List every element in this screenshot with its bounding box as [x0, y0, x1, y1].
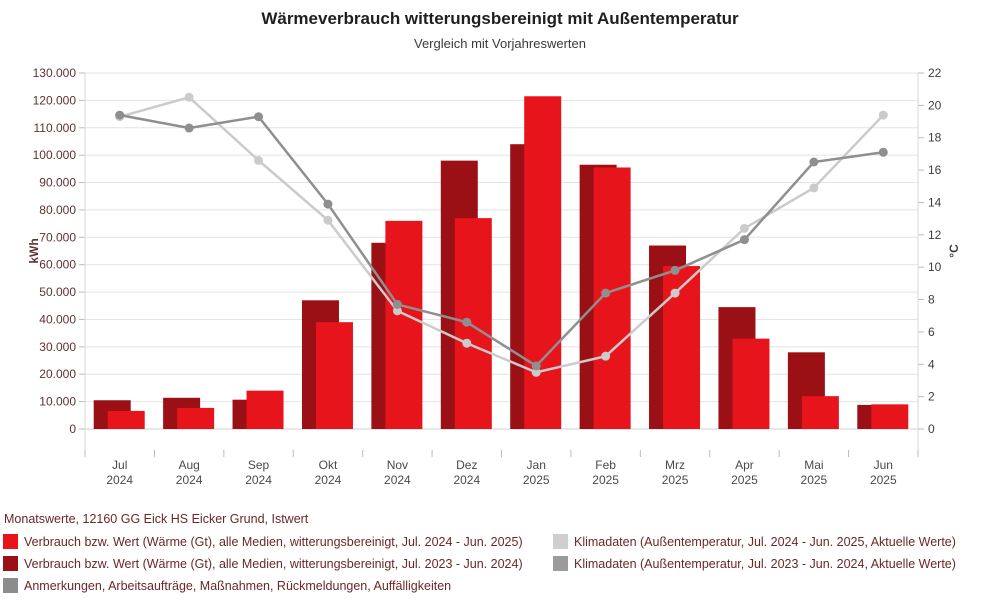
temperature-point: [531, 367, 541, 377]
right-axis-tick-label: 16: [928, 163, 942, 177]
temperature-point: [323, 215, 333, 225]
bar-current: [107, 410, 145, 429]
left-axis-tick-label: 120.000: [33, 93, 77, 107]
left-axis-tick-label: 100.000: [33, 148, 77, 162]
right-axis-tick-label: 20: [928, 98, 942, 112]
x-axis-month-label: Mrz 2025: [662, 458, 689, 487]
x-axis-month-label: Jun 2025: [870, 458, 897, 487]
left-axis-tick-label: 50.000: [39, 285, 76, 299]
left-axis-tick-label: 110.000: [34, 121, 77, 135]
temperature-point: [601, 288, 611, 298]
temperature-point: [184, 123, 194, 133]
right-axis-tick-label: 0: [928, 422, 935, 436]
right-axis-tick-label: 22: [928, 66, 942, 80]
temperature-point: [878, 147, 888, 157]
right-axis-tick-label: 18: [928, 131, 942, 145]
chart-subtitle: Vergleich mit Vorjahreswerten: [414, 36, 586, 51]
left-axis-tick-label: 0: [69, 422, 76, 436]
left-axis-title: kWh: [27, 238, 41, 263]
x-axis-month-label: Mai 2025: [801, 458, 828, 487]
temperature-point: [462, 317, 472, 327]
right-axis-tick-label: 14: [928, 195, 942, 209]
temperature-point: [392, 299, 402, 309]
temperature-point: [670, 265, 680, 275]
bar-current: [454, 218, 492, 429]
right-axis-tick-label: 8: [928, 293, 935, 307]
temperature-point: [323, 199, 333, 209]
bar-current: [663, 266, 701, 429]
temperature-point: [462, 338, 472, 348]
bar-current: [315, 322, 353, 429]
right-axis-tick-label: 4: [928, 357, 935, 371]
x-axis-month-label: Feb 2025: [592, 458, 619, 487]
bar-current: [385, 220, 423, 429]
right-axis-tick-label: 12: [928, 228, 942, 242]
left-axis-tick-label: 40.000: [39, 312, 76, 326]
temperature-point: [739, 223, 749, 233]
right-axis-title: °C: [947, 244, 961, 258]
bar-current: [177, 407, 215, 429]
temperature-point: [254, 112, 264, 122]
bar-current: [246, 390, 284, 429]
x-axis-month-label: Sep 2024: [245, 458, 272, 487]
right-axis-tick-label: 10: [928, 260, 942, 274]
left-axis-tick-label: 70.000: [39, 230, 76, 244]
temperature-point: [809, 157, 819, 167]
temperature-point: [392, 306, 402, 316]
temperature-point: [878, 110, 888, 120]
left-axis-tick-label: 130.000: [33, 66, 77, 80]
x-axis-month-label: Jul 2024: [106, 458, 133, 487]
left-axis-tick-label: 20.000: [39, 367, 76, 381]
left-axis-tick-label: 10.000: [39, 395, 76, 409]
x-axis-month-label: Jan 2025: [523, 458, 550, 487]
temperature-line: [119, 113, 884, 368]
temperature-line: [119, 95, 885, 374]
x-axis-month-label: Dez 2024: [453, 458, 480, 487]
temperature-point: [184, 92, 194, 102]
bar-current: [524, 96, 562, 430]
temperature-point: [254, 155, 264, 165]
right-axis-tick-label: 6: [928, 325, 935, 339]
right-axis-tick-label: 2: [928, 390, 935, 404]
x-axis-month-label: Aug 2024: [176, 458, 203, 487]
bar-current: [801, 396, 839, 429]
temperature-point: [115, 110, 125, 120]
temperature-point: [809, 183, 819, 193]
x-axis-month-label: Okt 2024: [315, 458, 342, 487]
x-axis-month-label: Apr 2025: [731, 458, 758, 487]
temperature-point: [531, 361, 541, 371]
left-axis-tick-label: 90.000: [39, 176, 76, 190]
left-axis-tick-label: 30.000: [39, 340, 76, 354]
bar-current: [871, 404, 909, 429]
temperature-point: [670, 288, 680, 298]
left-axis-tick-label: 60.000: [39, 258, 76, 272]
temperature-point: [739, 235, 749, 245]
bar-current: [732, 338, 770, 429]
x-axis-month-label: Nov 2024: [384, 458, 411, 487]
temperature-point: [601, 351, 611, 361]
left-axis-tick-label: 80.000: [39, 203, 76, 217]
chart-title: Wärmeverbrauch witterungsbereinigt mit A…: [261, 9, 739, 28]
